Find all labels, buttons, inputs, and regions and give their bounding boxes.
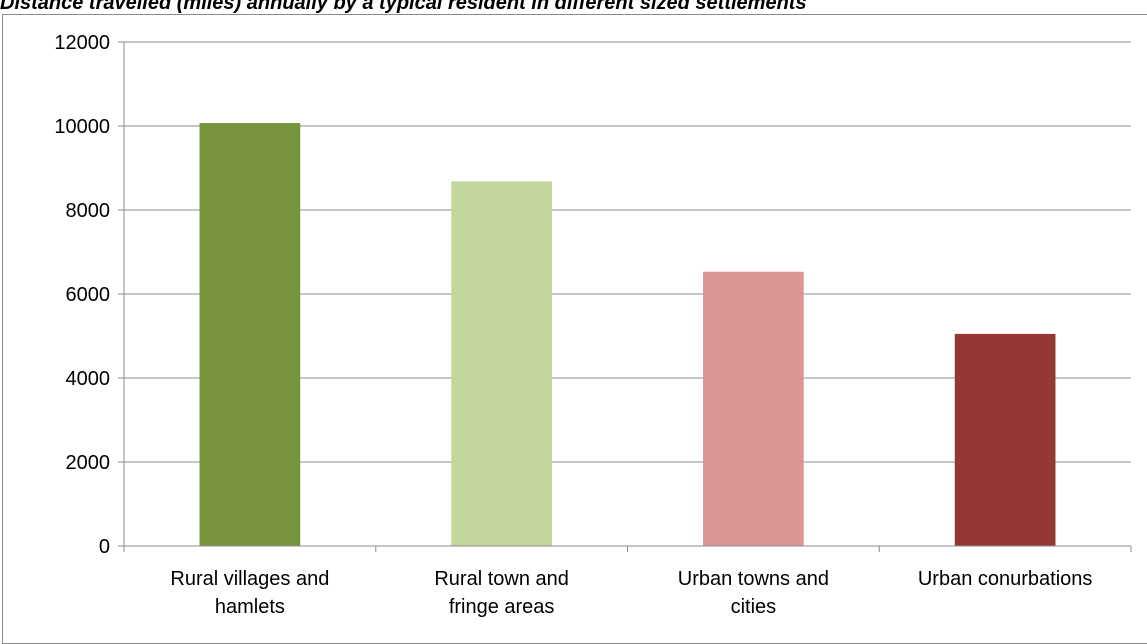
y-tick-label: 10000 — [54, 116, 110, 138]
axes — [118, 41, 1132, 552]
y-tick-label: 4000 — [66, 368, 111, 390]
bar-3 — [954, 333, 1056, 546]
bar-2 — [703, 271, 804, 546]
chart-title: Distance travelled (miles) annually by a… — [0, 0, 807, 14]
axis-labels: 0 2000 4000 6000 8000 10000 12000 Rural village… — [54, 32, 1092, 618]
y-tick-label: 6000 — [66, 284, 111, 306]
bar-chart: 0 2000 4000 6000 8000 10000 12000 Rural village… — [54, 32, 1132, 618]
y-tick-label: 8000 — [66, 200, 111, 222]
y-tick-label: 0 — [99, 536, 110, 558]
x-category-label: fringe areas — [449, 596, 555, 618]
bar-0 — [199, 123, 301, 546]
x-category-label: Rural villages and — [170, 568, 329, 590]
y-tick-label: 12000 — [54, 32, 110, 54]
y-tick-label: 2000 — [66, 452, 111, 474]
x-category-label: Urban conurbations — [918, 568, 1093, 590]
bar-1 — [451, 181, 552, 546]
x-category-label: Rural town and — [434, 568, 569, 590]
x-category-label: Urban towns and — [678, 568, 829, 590]
x-category-label: hamlets — [215, 596, 285, 618]
x-category-label: cities — [731, 596, 777, 618]
bars — [199, 123, 1056, 546]
